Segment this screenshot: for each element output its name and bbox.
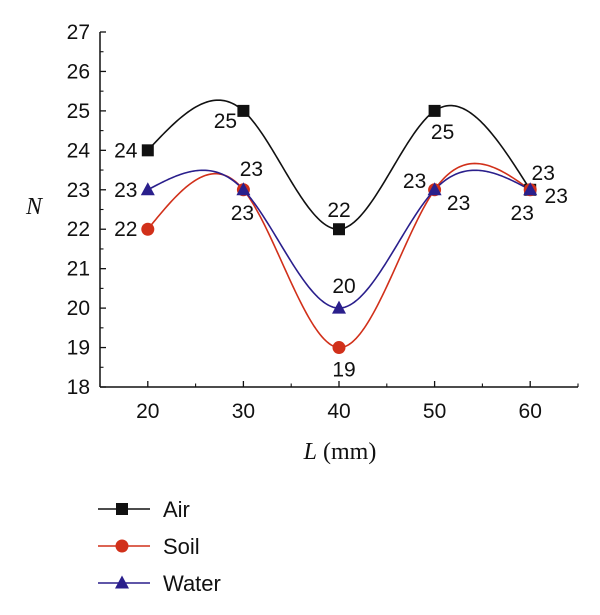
x-axis-unit: (mm) [317, 439, 376, 465]
x-tick-label: 20 [136, 400, 159, 423]
marker-air-20 [141, 144, 154, 157]
y-tick-label: 26 [67, 60, 90, 83]
y-tick-label: 24 [67, 139, 91, 162]
marker-water-50 [427, 182, 442, 196]
x-axis-title: L (mm) [303, 439, 377, 465]
x-tick-label: 30 [232, 400, 255, 423]
data-label-air-60: 23 [532, 162, 555, 185]
data-label-soil-30: 23 [240, 158, 263, 181]
marker-soil-40 [332, 341, 346, 355]
data-label-air-40: 22 [327, 199, 350, 222]
legend-marker-soil [115, 539, 129, 553]
legend: Air Soil Water [98, 497, 221, 596]
y-tick-label: 18 [67, 376, 90, 399]
x-axis-variable: L [303, 439, 317, 465]
x-tick-label: 40 [327, 400, 350, 423]
marker-air-30 [237, 104, 250, 117]
marker-air-50 [428, 104, 441, 117]
legend-label-soil: Soil [163, 534, 200, 559]
series-line-soil [147, 162, 531, 349]
y-tick-label: 19 [67, 337, 90, 360]
data-label-air-20: 24 [114, 139, 138, 162]
y-axis-title: N [25, 194, 44, 220]
legend-marker-air [116, 503, 128, 515]
marker-water-20 [140, 182, 155, 196]
y-tick-label: 22 [67, 218, 90, 241]
data-label-air-30: 25 [214, 110, 237, 133]
legend-label-water: Water [163, 571, 221, 596]
data-label-water-60: 23 [545, 185, 568, 208]
x-tick-label: 60 [519, 400, 542, 423]
marker-soil-20 [141, 222, 155, 236]
marker-air-40 [333, 223, 345, 236]
x-tick-label: 50 [423, 400, 446, 423]
y-tick-label: 20 [67, 297, 90, 320]
axes: 18 19 20 21 22 23 24 25 26 27 20 30 40 50 60 [67, 21, 579, 423]
data-label-water-20: 23 [114, 179, 137, 202]
marker-water-30 [236, 182, 251, 196]
y-tick-label: 25 [67, 100, 90, 123]
data-label-water-30: 23 [231, 202, 254, 225]
legend-label-air: Air [163, 497, 190, 522]
y-tick-label: 27 [67, 21, 90, 44]
marker-water-40 [332, 300, 346, 314]
data-label-soil-50: 23 [403, 170, 426, 193]
data-label-water-50: 23 [447, 192, 470, 215]
data-label-soil-60: 23 [511, 202, 534, 225]
marker-water-60 [523, 182, 538, 196]
data-label-air-50: 25 [431, 121, 454, 144]
data-label-water-40: 20 [332, 275, 355, 298]
series-group [140, 99, 538, 355]
y-tick-label: 23 [67, 179, 90, 202]
data-label-soil-20: 22 [114, 218, 137, 241]
y-tick-label: 21 [67, 258, 90, 281]
legend-marker-water [115, 575, 129, 589]
data-label-soil-40: 19 [332, 359, 355, 382]
